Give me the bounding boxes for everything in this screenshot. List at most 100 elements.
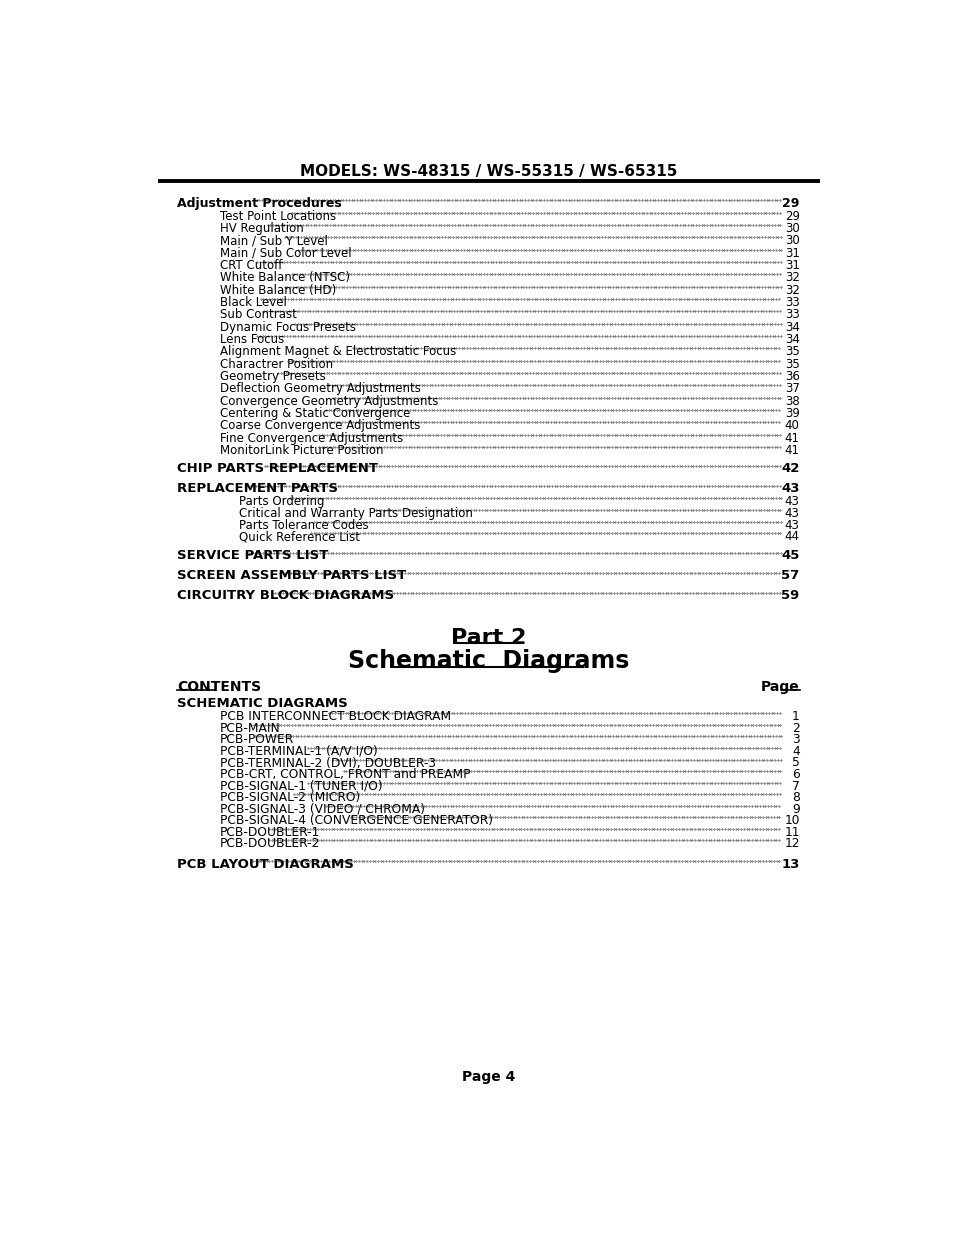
Point	[254, 190, 270, 210]
Point	[718, 190, 733, 210]
Point	[430, 852, 445, 872]
Point	[448, 563, 463, 583]
Point	[773, 326, 788, 346]
Point	[704, 326, 720, 346]
Point	[295, 277, 311, 296]
Point	[752, 852, 767, 872]
Point	[677, 475, 692, 495]
Point	[303, 215, 318, 235]
Point	[684, 203, 700, 222]
Point	[535, 351, 550, 370]
Point	[481, 583, 497, 603]
Point	[382, 715, 397, 735]
Point	[274, 252, 289, 272]
Point	[480, 338, 496, 358]
Point	[287, 456, 302, 475]
Point	[605, 489, 620, 509]
Point	[299, 563, 314, 583]
Point	[767, 511, 782, 531]
Point	[487, 784, 502, 804]
Point	[467, 795, 482, 815]
Point	[732, 511, 747, 531]
Point	[375, 301, 391, 321]
Point	[433, 773, 448, 793]
Point	[652, 563, 667, 583]
Point	[612, 704, 627, 724]
Point	[630, 412, 645, 432]
Point	[343, 375, 358, 395]
Point	[666, 388, 681, 408]
Point	[760, 795, 775, 815]
Point	[416, 704, 432, 724]
Point	[740, 830, 756, 850]
Point	[537, 351, 553, 370]
Point	[416, 400, 431, 420]
Point	[341, 388, 356, 408]
Point	[559, 784, 575, 804]
Point	[665, 351, 680, 370]
Point	[673, 830, 688, 850]
Point	[537, 412, 553, 432]
Point	[420, 489, 436, 509]
Point	[450, 542, 465, 562]
Point	[334, 726, 349, 746]
Point	[390, 750, 405, 769]
Point	[491, 750, 506, 769]
Point	[662, 289, 678, 309]
Point	[574, 500, 589, 520]
Point	[502, 351, 517, 370]
Point	[545, 289, 560, 309]
Point	[712, 190, 727, 210]
Point	[346, 773, 361, 793]
Point	[630, 583, 645, 603]
Point	[682, 704, 698, 724]
Point	[341, 739, 356, 758]
Point	[272, 326, 287, 346]
Point	[454, 819, 469, 839]
Point	[671, 704, 686, 724]
Point	[558, 456, 573, 475]
Point	[535, 400, 550, 420]
Point	[497, 264, 513, 284]
Point	[745, 511, 760, 531]
Point	[706, 704, 721, 724]
Point	[662, 830, 678, 850]
Point	[574, 215, 589, 235]
Point	[747, 425, 762, 445]
Point	[411, 808, 426, 827]
Point	[618, 227, 634, 247]
Point	[654, 351, 669, 370]
Point	[456, 400, 472, 420]
Point	[437, 784, 453, 804]
Point	[434, 277, 449, 296]
Point	[328, 326, 343, 346]
Point	[292, 264, 307, 284]
Point	[676, 400, 691, 420]
Point	[739, 819, 754, 839]
Point	[734, 773, 749, 793]
Point	[338, 456, 354, 475]
Point	[646, 852, 661, 872]
Point	[546, 704, 561, 724]
Point	[529, 277, 544, 296]
Point	[583, 400, 598, 420]
Point	[436, 715, 451, 735]
Point	[767, 240, 782, 259]
Point	[726, 314, 741, 333]
Point	[577, 388, 592, 408]
Point	[647, 773, 662, 793]
Point	[522, 784, 537, 804]
Point	[610, 489, 625, 509]
Point	[561, 542, 577, 562]
Point	[419, 437, 435, 457]
Point	[712, 264, 727, 284]
Point	[674, 704, 689, 724]
Point	[448, 289, 463, 309]
Point	[636, 704, 651, 724]
Point	[478, 704, 494, 724]
Point	[709, 784, 724, 804]
Point	[672, 252, 687, 272]
Point	[301, 489, 316, 509]
Point	[508, 412, 523, 432]
Point	[556, 314, 571, 333]
